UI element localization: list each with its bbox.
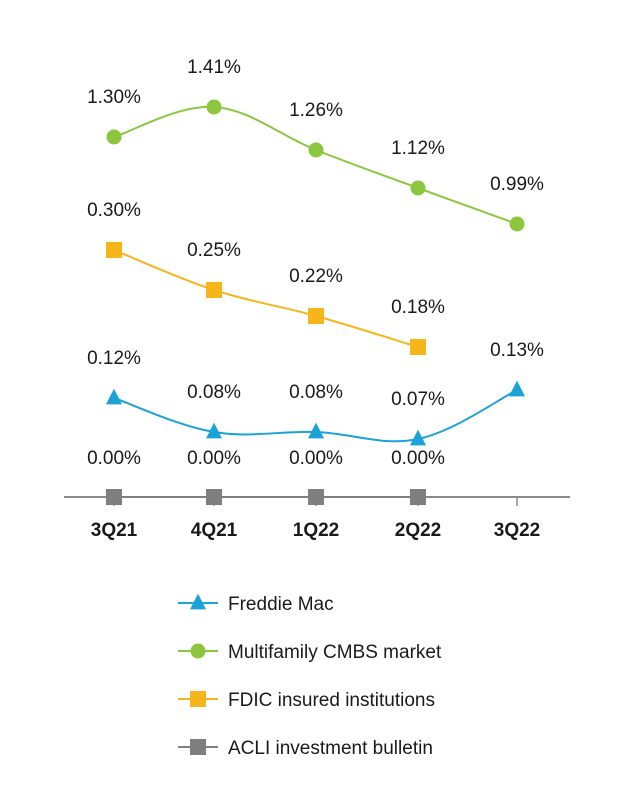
x-tick-label: 3Q22	[494, 520, 540, 541]
series-layer	[106, 99, 525, 505]
multifamily-cmbs-market-point	[106, 129, 122, 145]
fdic-insured-institutions-line	[113, 249, 419, 348]
acli-investment-bulletin-point	[308, 489, 324, 505]
legend-item-freddie-mac: Freddie Mac	[178, 593, 334, 615]
fdic-insured-institutions-data-label: 0.30%	[87, 200, 141, 221]
freddie-mac-point	[106, 388, 122, 405]
acli-investment-bulletin-data-label: 0.00%	[391, 448, 445, 469]
legend-item-fdic-insured-institutions: FDIC insured institutions	[178, 690, 435, 711]
multifamily-cmbs-market-point	[410, 180, 426, 196]
x-axis: 3Q21 4Q21 1Q22 2Q22 3Q22	[64, 496, 570, 541]
freddie-mac-point	[308, 422, 324, 439]
acli-investment-bulletin-data-label: 0.00%	[187, 448, 241, 469]
fdic-insured-institutions-point	[410, 339, 426, 355]
fdic-insured-institutions-point	[206, 282, 222, 298]
x-tick-label: 2Q22	[395, 520, 441, 541]
legend-label: FDIC insured institutions	[228, 690, 435, 711]
legend-label: ACLI investment bulletin	[228, 738, 433, 759]
acli-investment-bulletin-data-label: 0.00%	[289, 448, 343, 469]
legend-swatch-marker	[190, 593, 206, 610]
fdic-insured-institutions-data-label: 0.25%	[187, 240, 241, 261]
legend-label: Multifamily CMBS market	[228, 642, 442, 663]
multifamily-cmbs-market-point	[509, 216, 525, 232]
freddie-mac-data-label: 0.08%	[187, 382, 241, 403]
freddie-mac-data-label: 0.12%	[87, 348, 141, 369]
x-tick-label: 3Q21	[91, 520, 138, 541]
multifamily-cmbs-market-point	[206, 99, 222, 115]
acli-investment-bulletin-data-label: 0.00%	[87, 448, 141, 469]
x-tick-label: 1Q22	[293, 520, 339, 541]
multifamily-cmbs-market-data-label: 1.12%	[391, 138, 445, 159]
legend-swatch-marker	[190, 739, 206, 755]
multifamily-cmbs-market-line	[113, 105, 518, 225]
data-labels: 0.00% 0.00% 0.00% 0.00% 0.30% 0.25% 0.22% 0.18%…	[87, 57, 544, 469]
multifamily-cmbs-market-data-label: 1.41%	[187, 57, 241, 78]
multifamily-cmbs-market-data-label: 1.26%	[289, 100, 343, 121]
fdic-insured-institutions-point	[106, 242, 122, 258]
fdic-insured-institutions-point	[308, 308, 324, 324]
legend-label: Freddie Mac	[228, 594, 334, 615]
freddie-mac-point	[206, 422, 222, 439]
fdic-insured-institutions-data-label: 0.22%	[289, 266, 343, 287]
legend-item-acli-investment-bulletin: ACLI investment bulletin	[178, 738, 433, 759]
multifamily-cmbs-market-data-label: 0.99%	[490, 174, 544, 195]
x-tick-label: 4Q21	[191, 520, 238, 541]
freddie-mac-data-label: 0.08%	[289, 382, 343, 403]
freddie-mac-point	[509, 380, 525, 397]
fdic-insured-institutions-data-label: 0.18%	[391, 297, 445, 318]
freddie-mac-data-label: 0.07%	[391, 389, 445, 410]
freddie-mac-point	[410, 429, 426, 446]
acli-investment-bulletin-point	[106, 489, 122, 505]
freddie-mac-data-label: 0.13%	[490, 340, 544, 361]
multifamily-cmbs-market-point	[308, 142, 324, 158]
legend-swatch-marker	[190, 643, 206, 659]
legend: Freddie Mac Multifamily CMBS market FDIC i…	[178, 593, 442, 759]
legend-swatch-marker	[190, 691, 206, 707]
legend-item-multifamily-cmbs-market: Multifamily CMBS market	[178, 642, 442, 663]
acli-investment-bulletin-point	[206, 489, 222, 505]
multifamily-cmbs-market-data-label: 1.30%	[87, 87, 141, 108]
acli-investment-bulletin-point	[410, 489, 426, 505]
